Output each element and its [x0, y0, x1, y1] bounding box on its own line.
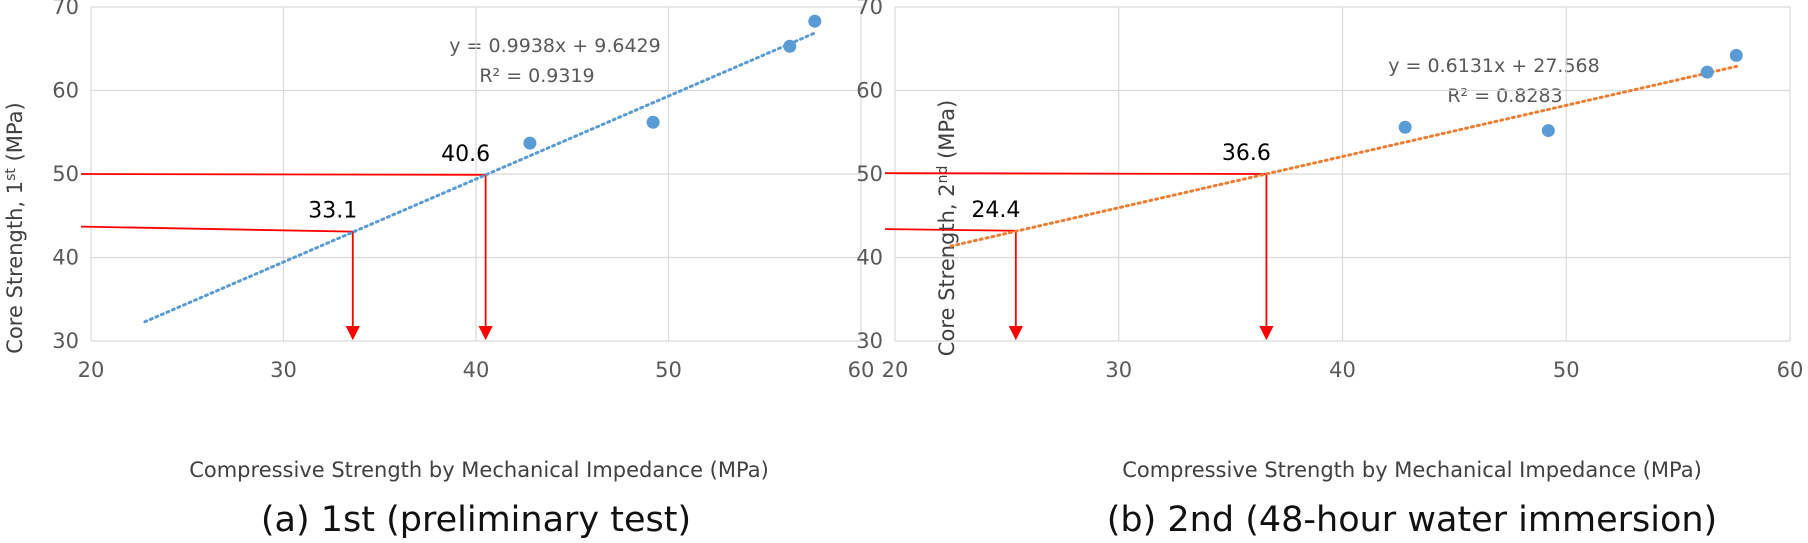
value-label-a: 33.1 [308, 199, 357, 224]
x-tick-label-a: 40 [463, 358, 490, 382]
trendline-a [143, 30, 819, 324]
data-point-a [808, 14, 822, 28]
x-tick-label-b: 40 [1329, 358, 1356, 382]
plot-area-b: 20 30 40 50 60 30 40 50 60 70 24.4 36.6 [856, 0, 1803, 382]
trendline-b [949, 64, 1741, 248]
y-tick-label-b: 50 [856, 162, 883, 186]
y-tick-label-b: 70 [856, 0, 883, 19]
panel-b-ylabel-unit: (MPa) [935, 100, 959, 166]
panel-a-equation: y = 0.9938x + 9.6429 [449, 35, 660, 57]
panel-a-caption: (a) 1st (preliminary test) [261, 500, 691, 540]
x-tick-label-b: 20 [882, 358, 909, 382]
panel-a-r2: R² = 0.9319 [479, 65, 594, 87]
guide-hline-b [884, 172, 1267, 175]
x-tick-label-b: 30 [1105, 358, 1132, 382]
data-point-b [1700, 65, 1714, 79]
panel-b-caption: (b) 2nd (48-hour water immersion) [1107, 500, 1717, 540]
data-point-a [646, 115, 660, 129]
y-tick-label-b: 60 [856, 79, 883, 103]
x-tick-label-a: 60 [848, 358, 875, 382]
panel-b-r2: R² = 0.8283 [1447, 85, 1562, 107]
panel-b-equation: y = 0.6131x + 27.568 [1388, 55, 1599, 77]
plot-area-a: 20 30 40 50 60 30 40 50 60 70 33.1 40.6 [52, 0, 874, 382]
y-tick-label-a: 40 [52, 246, 79, 270]
x-tick-label-a: 30 [270, 358, 297, 382]
data-point-b [1541, 124, 1555, 138]
panel-a: y = 0.9938x + 9.6429 R² = 0.9319 Compres… [3, 35, 769, 540]
panel-b-ylabel: Core Strength, 2nd (MPa) [935, 100, 959, 356]
y-tick-label-b: 40 [856, 246, 883, 270]
panel-a-ylabel-unit: (MPa) [3, 102, 27, 168]
x-tick-label-b: 50 [1553, 358, 1580, 382]
x-tick-label-a: 50 [655, 358, 682, 382]
y-tick-label-a: 30 [52, 329, 79, 353]
data-point-a [783, 39, 797, 53]
x-tick-label-b: 60 [1777, 358, 1804, 382]
y-tick-label-a: 70 [52, 0, 79, 19]
panel-a-ylabel-sup: st [3, 168, 19, 181]
value-label-b: 36.6 [1222, 141, 1271, 166]
data-point-a [523, 136, 537, 150]
guide-hline-a [80, 225, 353, 233]
y-tick-label-a: 60 [52, 79, 79, 103]
value-label-a: 40.6 [441, 142, 490, 167]
panel-b-xlabel: Compressive Strength by Mechanical Imped… [1122, 458, 1702, 482]
guide-hline-b [884, 228, 1016, 232]
data-point-b [1729, 48, 1743, 62]
guide-hline-a [80, 173, 486, 176]
panel-a-ylabel: Core Strength, 1st (MPa) [3, 102, 27, 353]
y-tick-label-a: 50 [52, 162, 79, 186]
value-label-b: 24.4 [971, 198, 1020, 223]
y-tick-label-b: 30 [856, 329, 883, 353]
panel-a-xlabel: Compressive Strength by Mechanical Imped… [189, 458, 769, 482]
panel-b: y = 0.6131x + 27.568 R² = 0.8283 Compres… [935, 55, 1717, 540]
panel-a-ylabel-main: Core Strength, 1 [3, 181, 27, 354]
panel-b-ylabel-main: Core Strength, 2 [935, 183, 959, 356]
data-point-b [1398, 120, 1412, 134]
x-tick-label-a: 20 [78, 358, 105, 382]
